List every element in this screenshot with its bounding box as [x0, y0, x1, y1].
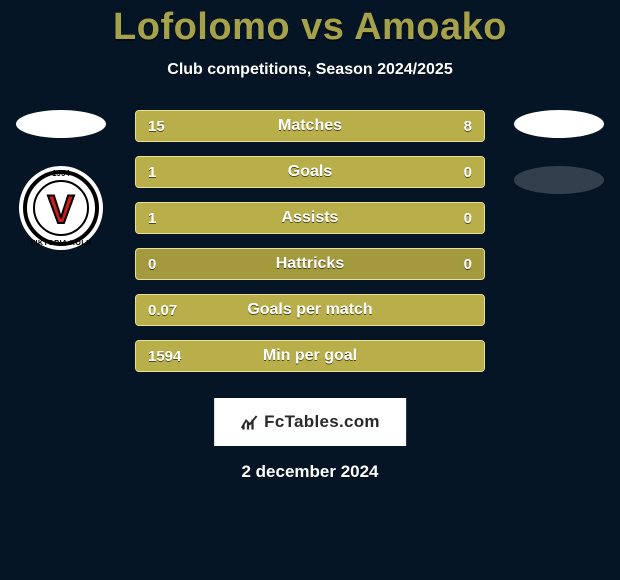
- stat-value-b: 0: [464, 256, 472, 273]
- vs-separator: vs: [290, 6, 354, 48]
- credit-tag: FcTables.com: [214, 398, 406, 446]
- club-year: 1904: [52, 169, 70, 178]
- club-letter-icon: V: [48, 190, 75, 230]
- stat-row: 0Hattricks0: [135, 248, 485, 280]
- club-badge-left: 1904 V VIKTORIA KÖLN: [19, 166, 103, 250]
- stat-row: 1594Min per goal: [135, 340, 485, 372]
- stat-row: 1Assists0: [135, 202, 485, 234]
- stat-row: 1Goals0: [135, 156, 485, 188]
- page-title: Lofolomo vs Amoako: [0, 0, 620, 49]
- flag-icon: [514, 110, 604, 138]
- stat-row: 15Matches8: [135, 110, 485, 142]
- chart-icon: [240, 413, 258, 431]
- stat-row: 0.07Goals per match: [135, 294, 485, 326]
- player-b-name: Amoako: [354, 6, 507, 48]
- stat-value-a: 0: [148, 256, 156, 273]
- right-column: [504, 110, 614, 194]
- date-label: 2 december 2024: [0, 462, 620, 482]
- credit-text: FcTables.com: [264, 412, 380, 432]
- stat-label: Hattricks: [136, 255, 484, 273]
- flag-icon: [16, 110, 106, 138]
- player-a-name: Lofolomo: [113, 6, 290, 48]
- club-badge-right-placeholder: [514, 166, 604, 194]
- stat-bars: 15Matches8 1Goals0 1Assists0 0Hattricks0 0.0…: [135, 110, 485, 372]
- left-column: 1904 V VIKTORIA KÖLN: [6, 110, 116, 250]
- club-name-label: VIKTORIA KÖLN: [30, 240, 91, 247]
- subtitle: Club competitions, Season 2024/2025: [0, 61, 620, 79]
